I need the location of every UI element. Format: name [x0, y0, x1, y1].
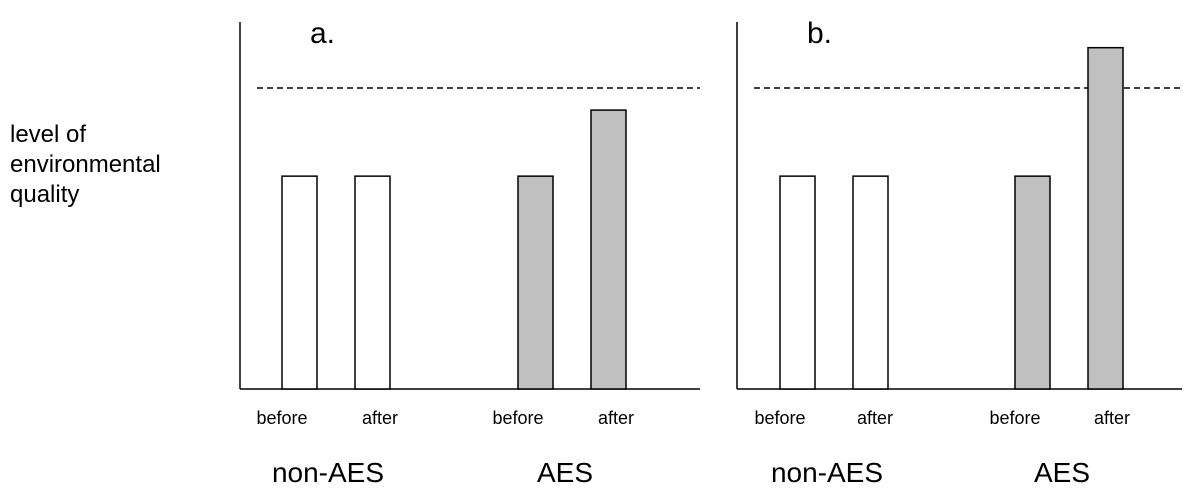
- panel-b-bar-aes-after: [1087, 46, 1124, 390]
- panel-a-bar-aes-before: [517, 175, 554, 390]
- panel-b-category-label-aes-before: before: [989, 408, 1040, 428]
- panel-a-group-label-non-aes: non-AES: [272, 457, 384, 488]
- panel-b-category-label-non-aes-before: before: [754, 408, 805, 428]
- panel-a-label: a.: [310, 17, 335, 50]
- y-axis-label-line-1: level of: [10, 121, 87, 148]
- panel-b-bar-aes-before: [1014, 175, 1051, 390]
- panel-b-bar-non-aes-before: [779, 175, 816, 390]
- panel-b-label: b.: [807, 17, 832, 50]
- y-axis-label-line-3: quality: [10, 181, 80, 208]
- panel-b-bar-non-aes-after: [852, 175, 889, 390]
- panel-a-category-label-non-aes-before: before: [256, 408, 307, 428]
- y-axis-label-line-2: environmental: [10, 151, 161, 178]
- panel-b-group-label-non-aes: non-AES: [771, 457, 883, 488]
- panel-a-category-label-aes-before: before: [492, 408, 543, 428]
- panel-a-category-label-non-aes-after: after: [362, 408, 398, 428]
- panel-b-category-label-aes-after: after: [1094, 408, 1130, 428]
- panel-a-bar-aes-after: [590, 109, 627, 390]
- panel-a-category-label-aes-after: after: [598, 408, 634, 428]
- panel-a-group-label-aes: AES: [537, 457, 593, 488]
- y-axis-label: level of environmental quality: [10, 120, 161, 210]
- panel-b-group-label-aes: AES: [1034, 457, 1090, 488]
- panel-a-bar-non-aes-before: [281, 175, 318, 390]
- panel-b-category-label-non-aes-after: after: [857, 408, 893, 428]
- panel-a-bar-non-aes-after: [354, 175, 391, 390]
